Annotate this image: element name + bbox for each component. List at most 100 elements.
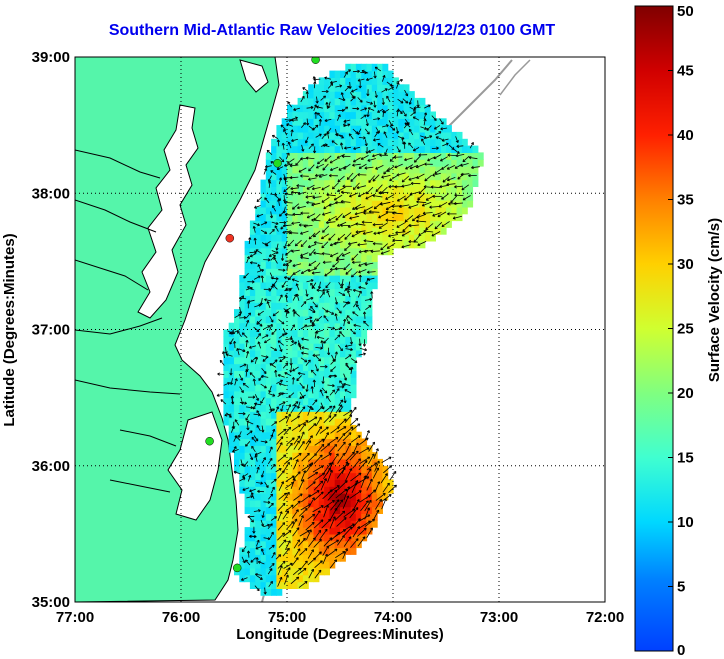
velocity-cell — [387, 91, 394, 99]
velocity-cell — [403, 152, 410, 160]
vector-arrowhead — [321, 187, 325, 191]
vector-arrowhead — [404, 122, 408, 126]
vector-arrowhead — [351, 89, 354, 93]
velocity-cell — [361, 179, 368, 187]
velocity-cell — [234, 390, 240, 399]
velocity-vector — [372, 509, 380, 521]
vector-arrowhead — [353, 146, 356, 150]
velocity-cell — [340, 247, 346, 256]
velocity-vector — [401, 184, 411, 187]
velocity-cell — [371, 84, 378, 92]
velocity-cell — [377, 138, 383, 147]
velocity-cell — [260, 377, 267, 385]
velocity-cell — [255, 533, 262, 542]
vector-arrowhead — [305, 156, 309, 160]
vector-arrowhead — [429, 135, 433, 139]
velocity-cell — [297, 254, 304, 262]
velocity-cell — [350, 363, 357, 371]
velocity-cell — [287, 465, 293, 474]
velocity-cell — [461, 166, 468, 174]
velocity-cell — [249, 220, 256, 228]
velocity-cell — [297, 499, 304, 508]
velocity-cell — [329, 384, 336, 392]
vector-arrowhead — [324, 118, 328, 122]
velocity-cell — [302, 295, 309, 303]
velocity-cell — [355, 152, 362, 160]
velocity-vector — [255, 545, 263, 550]
velocity-vector — [278, 492, 287, 500]
velocity-vector — [291, 191, 300, 194]
velocity-cell — [419, 172, 426, 181]
vector-arrowhead — [281, 470, 285, 474]
velocity-cell — [281, 179, 288, 187]
vector-arrowhead — [351, 234, 355, 238]
velocity-vector — [327, 489, 338, 501]
velocity-cell — [355, 138, 362, 147]
velocity-cell — [297, 404, 304, 412]
vector-arrowhead — [284, 309, 288, 313]
velocity-vector — [401, 230, 411, 237]
vector-arrowhead — [357, 435, 361, 439]
velocity-vector — [338, 463, 350, 472]
vector-arrowhead — [357, 173, 360, 177]
vector-arrowhead — [302, 87, 306, 90]
vector-arrowhead — [432, 194, 435, 198]
velocity-cell — [302, 234, 309, 242]
velocity-cell — [287, 268, 293, 276]
velocity-vector — [360, 475, 366, 489]
velocity-cell — [334, 499, 341, 508]
vector-arrowhead — [246, 350, 250, 354]
velocity-cell — [329, 493, 336, 501]
velocity-cell — [287, 384, 293, 392]
velocity-cell — [340, 520, 346, 528]
vector-arrowhead — [342, 452, 345, 456]
velocity-cell — [382, 70, 389, 78]
velocity-cell — [318, 390, 325, 399]
velocity-cell — [297, 336, 304, 344]
velocity-cell — [350, 206, 357, 215]
velocity-cell — [249, 247, 256, 256]
velocity-cell — [249, 275, 256, 283]
velocity-cell — [414, 166, 421, 174]
velocity-cell — [334, 111, 341, 119]
velocity-cell — [276, 527, 283, 535]
velocity-vector — [343, 263, 350, 271]
velocity-cell — [324, 384, 330, 392]
velocity-cell — [318, 445, 325, 453]
vector-arrowhead — [303, 423, 306, 427]
vector-arrowhead — [326, 395, 330, 399]
velocity-cell — [281, 445, 288, 453]
velocity-cell — [361, 506, 368, 514]
velocity-cell — [334, 145, 341, 153]
velocity-vector — [381, 456, 392, 463]
velocity-vector — [431, 115, 437, 121]
velocity-vector — [372, 174, 380, 182]
vector-arrowhead — [356, 186, 360, 190]
vector-arrowhead — [450, 200, 454, 204]
velocity-cell — [393, 206, 399, 215]
velocity-vector — [278, 383, 286, 386]
vector-arrowhead — [367, 149, 371, 153]
vector-arrowhead — [291, 377, 295, 380]
velocity-cell — [265, 452, 272, 460]
velocity-cell — [430, 152, 436, 160]
velocity-vector — [300, 470, 306, 482]
velocity-cell — [345, 547, 352, 555]
velocity-vector — [316, 163, 325, 169]
velocity-cell — [350, 288, 357, 296]
velocity-vector — [332, 261, 340, 268]
velocity-cell — [313, 452, 320, 460]
velocity-vector — [355, 223, 366, 226]
velocity-vector — [435, 136, 443, 140]
vector-arrowhead — [358, 250, 362, 254]
velocity-cell — [287, 370, 293, 378]
velocity-cell — [313, 547, 320, 555]
velocity-cell — [308, 118, 315, 126]
velocity-cell — [334, 390, 341, 399]
velocity-vector — [363, 231, 373, 235]
velocity-cell — [244, 356, 251, 365]
velocity-vector — [345, 268, 353, 275]
vector-arrowhead — [274, 369, 278, 373]
velocity-cell — [424, 179, 431, 187]
velocity-vector — [300, 324, 308, 330]
